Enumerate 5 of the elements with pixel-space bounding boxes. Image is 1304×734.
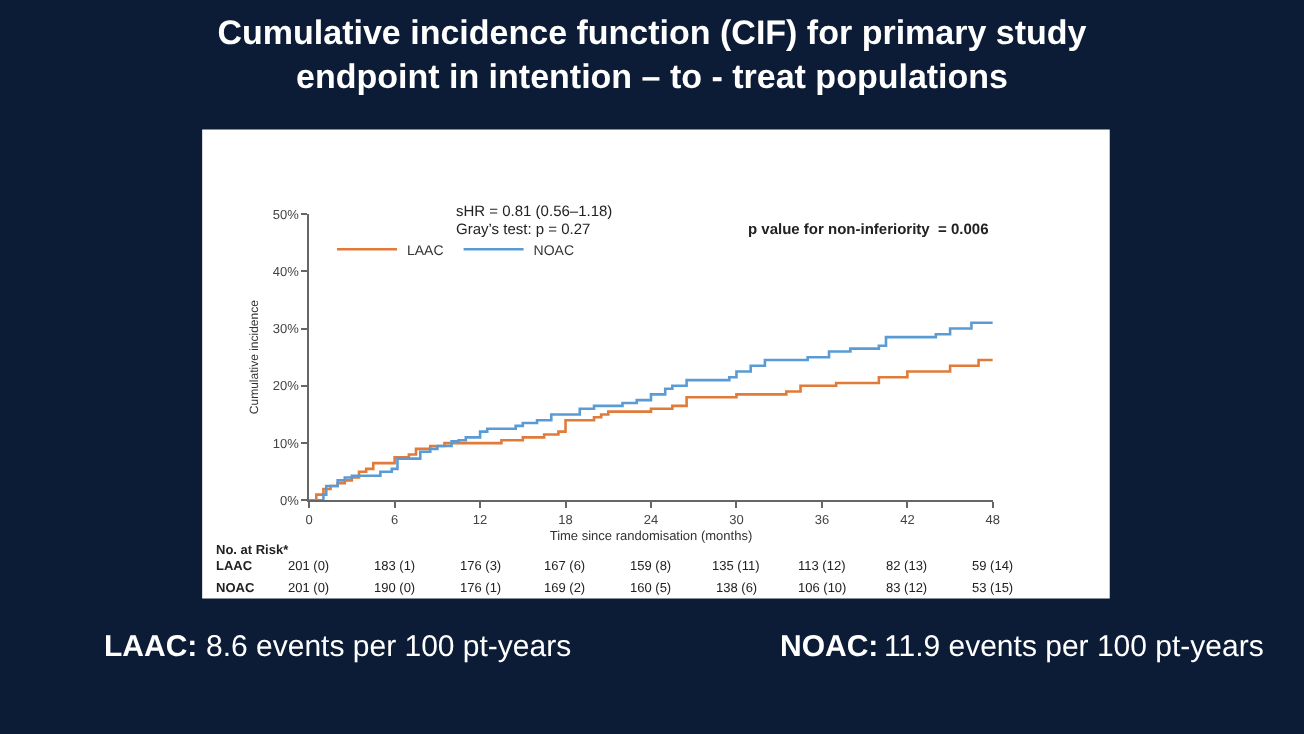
text: 8.6 events per 100 pt-years: [206, 630, 572, 664]
text: NOAC:: [780, 630, 879, 664]
text: LAAC:: [104, 630, 198, 664]
chart-title: Cumulative incidence function (CIF) for primary study endpoint in intention – to - treat populations: [217, 14, 1088, 97]
text: 11.9 events per 100 pt-years: [884, 630, 1264, 664]
